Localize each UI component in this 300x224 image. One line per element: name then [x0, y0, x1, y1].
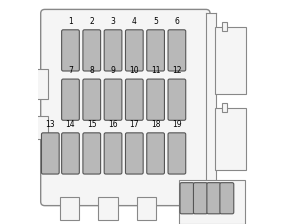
FancyBboxPatch shape	[41, 133, 59, 174]
FancyBboxPatch shape	[41, 9, 210, 206]
FancyBboxPatch shape	[83, 30, 101, 71]
FancyBboxPatch shape	[147, 79, 164, 120]
FancyBboxPatch shape	[147, 133, 164, 174]
Bar	[36, 69, 48, 99]
Text: 10: 10	[130, 66, 139, 75]
FancyBboxPatch shape	[125, 30, 143, 71]
Text: 2: 2	[89, 17, 94, 26]
FancyBboxPatch shape	[83, 79, 101, 120]
FancyBboxPatch shape	[220, 183, 234, 214]
Text: 13: 13	[46, 120, 55, 129]
Bar	[222, 22, 227, 31]
FancyBboxPatch shape	[104, 79, 122, 120]
Bar	[215, 27, 246, 94]
Text: 8: 8	[89, 66, 94, 75]
FancyBboxPatch shape	[125, 133, 143, 174]
FancyBboxPatch shape	[61, 79, 79, 120]
FancyBboxPatch shape	[61, 30, 79, 71]
FancyBboxPatch shape	[147, 30, 164, 71]
FancyBboxPatch shape	[83, 133, 101, 174]
Bar	[136, 197, 156, 220]
Text: 16: 16	[108, 120, 118, 129]
FancyBboxPatch shape	[104, 30, 122, 71]
Text: 17: 17	[130, 120, 139, 129]
FancyBboxPatch shape	[207, 183, 221, 214]
Bar	[36, 116, 48, 139]
Text: 15: 15	[87, 120, 97, 129]
Text: 4: 4	[132, 17, 137, 26]
FancyBboxPatch shape	[168, 79, 186, 120]
Bar	[222, 103, 227, 112]
Bar	[206, 13, 216, 202]
FancyBboxPatch shape	[104, 133, 122, 174]
Text: 5: 5	[153, 17, 158, 26]
Text: 11: 11	[151, 66, 160, 75]
Text: 12: 12	[172, 66, 182, 75]
Text: 14: 14	[66, 120, 75, 129]
FancyBboxPatch shape	[168, 133, 186, 174]
FancyBboxPatch shape	[125, 79, 143, 120]
Bar	[98, 197, 118, 220]
Text: 9: 9	[111, 66, 116, 75]
Text: 3: 3	[111, 17, 116, 26]
FancyBboxPatch shape	[168, 30, 186, 71]
Bar	[60, 197, 80, 220]
FancyBboxPatch shape	[180, 183, 194, 214]
Text: 6: 6	[174, 17, 179, 26]
Text: 18: 18	[151, 120, 160, 129]
FancyBboxPatch shape	[194, 183, 207, 214]
Bar	[215, 108, 246, 170]
Bar	[179, 180, 245, 224]
Text: 7: 7	[68, 66, 73, 75]
FancyBboxPatch shape	[61, 133, 79, 174]
Text: 19: 19	[172, 120, 182, 129]
Text: 1: 1	[68, 17, 73, 26]
